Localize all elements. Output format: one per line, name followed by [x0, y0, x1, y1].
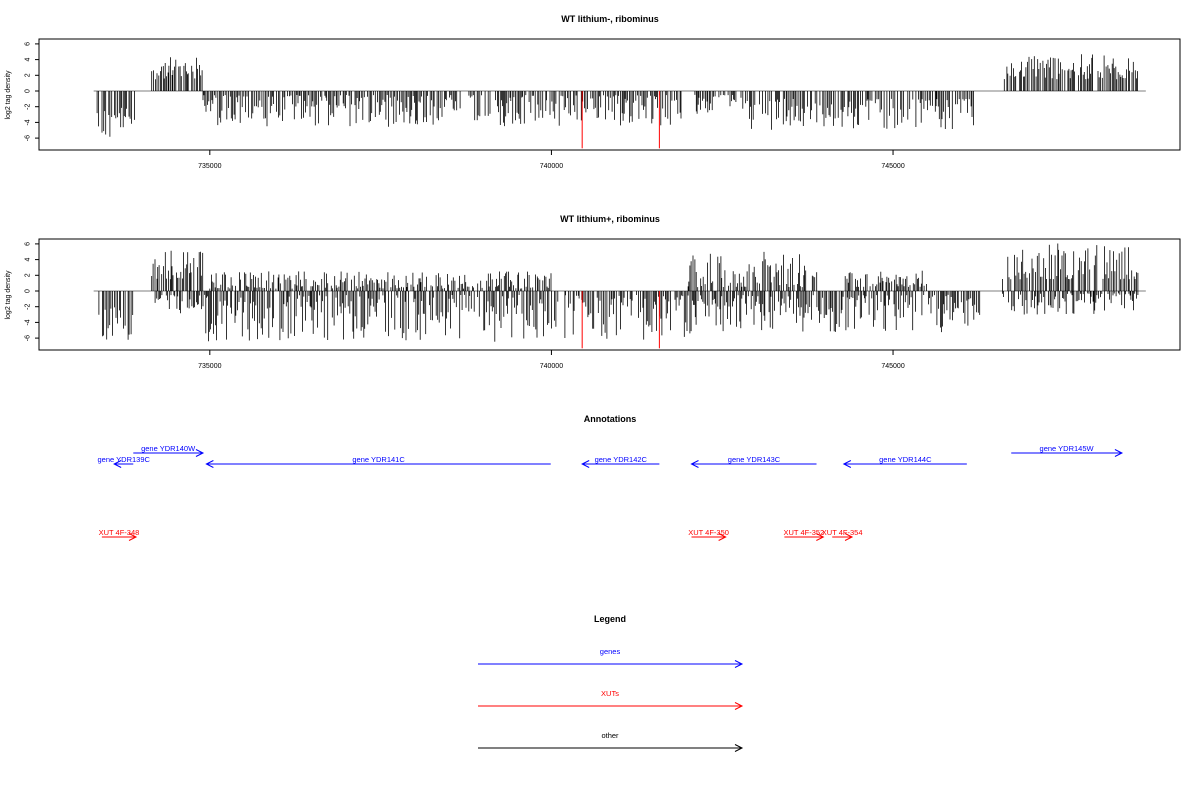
y-axis-label: log2 tag density [5, 70, 12, 120]
y-tick-label: 6 [25, 242, 32, 246]
legend-label: XUTs [601, 689, 619, 698]
y-tick-label: -4 [25, 119, 32, 125]
arrow-head [195, 449, 205, 457]
arrow-head [128, 533, 138, 541]
arrow-head [734, 702, 744, 710]
x-tick-label: 740000 [540, 363, 563, 370]
gene-label: gene YDR144C [879, 455, 932, 464]
arrow-head [1114, 449, 1124, 457]
legend: Legend genes XUTs other [478, 614, 744, 752]
y-axis: -6 -4 -2 0 2 4 6 [25, 42, 39, 141]
y-tick-label: 4 [25, 58, 32, 62]
signal-bars [93, 243, 1146, 349]
gene-label: gene YDR140W [141, 444, 196, 453]
legend-label: other [601, 731, 619, 740]
arrow-head [844, 533, 854, 541]
x-tick-label: 740000 [540, 163, 563, 170]
x-tick-label: 735000 [198, 363, 221, 370]
panel-lithium-plus: WT lithium+, ribominus log2 tag density … [5, 214, 1181, 370]
y-tick-label: -2 [25, 103, 32, 109]
y-tick-label: -6 [25, 135, 32, 141]
arrow-head [113, 460, 122, 468]
arrow-head [718, 533, 727, 541]
arrow-head [205, 460, 214, 468]
signal-bars [93, 54, 1146, 149]
panel-title: WT lithium-, ribominus [561, 14, 659, 24]
xut-label: XUT 4F-354 [822, 528, 863, 537]
y-tick-label: -2 [25, 303, 32, 309]
x-tick-label: 745000 [881, 363, 904, 370]
x-axis: 735000 740000 745000 [198, 150, 905, 170]
plot-frame [38, 38, 1181, 151]
gene-label: gene YDR141C [352, 455, 405, 464]
annotations-title: Annotations [584, 414, 637, 424]
x-axis: 735000 740000 745000 [198, 350, 905, 370]
arrow-head [734, 744, 744, 752]
y-tick-label: -4 [25, 319, 32, 325]
arrow-head [581, 460, 590, 468]
gene-label: gene YDR139C [98, 455, 151, 464]
gene-features: gene YDR139C gene YDR140W gene YDR141C gene… [98, 444, 1124, 468]
legend-title: Legend [594, 614, 626, 624]
x-tick-label: 735000 [198, 163, 221, 170]
y-axis: -6 -4 -2 0 2 4 6 [25, 242, 39, 341]
arrow-head [816, 533, 825, 541]
arrow-head [842, 460, 852, 468]
xut-label: XUT 4F-352 [784, 528, 825, 537]
legend-label: genes [600, 647, 621, 656]
x-tick-label: 745000 [881, 163, 904, 170]
y-tick-label: 2 [25, 273, 32, 277]
panel-title: WT lithium+, ribominus [560, 214, 660, 224]
y-tick-label: 2 [25, 73, 32, 77]
legend-items: genes XUTs other [478, 647, 744, 752]
arrow-head [734, 660, 744, 668]
y-tick-label: 0 [25, 289, 32, 293]
y-axis-label: log2 tag density [5, 270, 12, 320]
y-tick-label: 0 [25, 89, 32, 93]
y-tick-label: 6 [25, 42, 32, 46]
gene-label: gene YDR143C [728, 455, 781, 464]
y-tick-label: 4 [25, 258, 32, 262]
gene-label: gene YDR145W [1040, 444, 1095, 453]
xut-label: XUT 4F-350 [688, 528, 729, 537]
y-tick-label: -6 [25, 335, 32, 341]
xut-label: XUT 4F-348 [99, 528, 140, 537]
arrow-head [690, 460, 699, 468]
panel-lithium-minus: WT lithium-, ribominus log2 tag density … [5, 14, 1181, 170]
gene-label: gene YDR142C [595, 455, 648, 464]
plot-frame [38, 238, 1181, 351]
